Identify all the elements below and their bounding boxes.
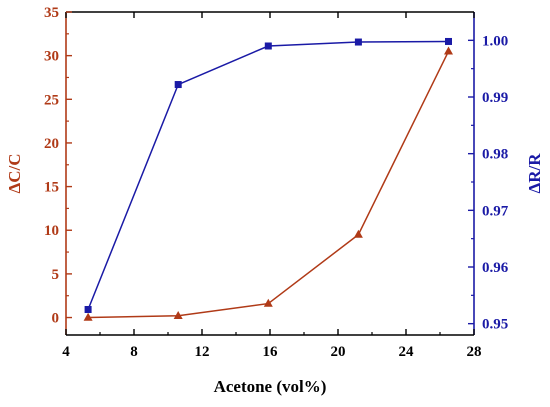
left-tick-label: 15 xyxy=(44,180,59,196)
series-marker-square xyxy=(354,38,362,46)
x-tick-label: 24 xyxy=(399,344,415,360)
x-tick-label: 16 xyxy=(263,344,279,360)
series-marker-square xyxy=(445,37,452,45)
x-tick-label: 28 xyxy=(467,344,482,360)
right-tick-label: 0.96 xyxy=(482,260,509,276)
series-line-right xyxy=(87,40,449,310)
series-marker-triangle xyxy=(444,46,453,55)
plot-area: 4 8 12 16 20 24 28 0 5 10 15 20 25 30 35 0.95 0.96 0.97 0.… xyxy=(44,5,509,360)
series-marker-triangle xyxy=(83,312,93,321)
left-tick-label: 5 xyxy=(52,267,60,283)
x-tick-label: 12 xyxy=(195,344,210,360)
right-tick-label: 0.99 xyxy=(482,90,508,106)
x-tick-label: 4 xyxy=(62,344,70,360)
right-tick-label: 1.00 xyxy=(482,33,508,49)
right-tick-label: 0.98 xyxy=(482,147,508,163)
x-axis-title: Acetone (vol%) xyxy=(214,377,327,396)
x-tick-label: 20 xyxy=(331,344,346,360)
left-tick-label: 30 xyxy=(44,49,59,65)
series-marker-triangle xyxy=(353,229,363,238)
series-marker-triangle xyxy=(263,298,273,307)
series-marker-square xyxy=(174,81,182,89)
series-marker-triangle xyxy=(173,310,183,319)
left-tick-label: 35 xyxy=(44,5,59,21)
left-tick-label: 25 xyxy=(44,92,59,108)
left-tick-label: 10 xyxy=(44,223,59,239)
right-tick-label: 0.97 xyxy=(482,203,509,219)
left-tick-label: 0 xyxy=(52,311,60,327)
left-tick-label: 20 xyxy=(44,136,59,152)
series-marker-square xyxy=(264,42,272,50)
series-marker-square xyxy=(84,306,92,313)
right-tick-label: 0.95 xyxy=(482,317,508,333)
series-line-left xyxy=(88,50,450,319)
x-tick-label: 8 xyxy=(130,344,138,360)
right-axis-title: ΔR/R xyxy=(525,153,544,194)
left-axis-title: ΔC/C xyxy=(5,154,24,194)
